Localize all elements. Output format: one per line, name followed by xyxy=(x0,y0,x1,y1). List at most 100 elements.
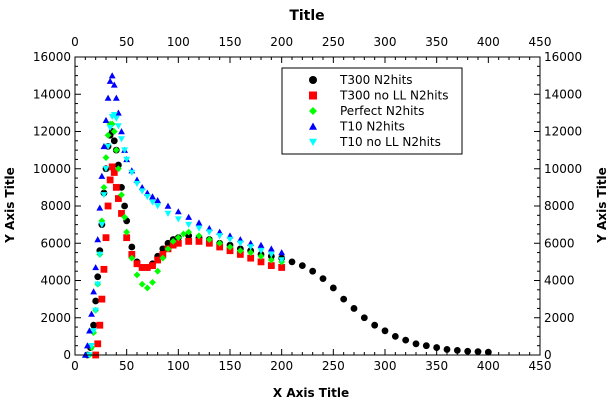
data-point xyxy=(90,328,97,335)
data-point xyxy=(174,234,182,242)
data-point xyxy=(164,210,172,217)
x-tick-label-top: 50 xyxy=(119,35,134,49)
data-point xyxy=(226,247,234,255)
data-point xyxy=(371,321,379,329)
data-point xyxy=(180,230,187,238)
data-point xyxy=(267,256,275,264)
data-point xyxy=(102,234,110,242)
legend-label: T300 N2hits xyxy=(339,73,413,87)
y-tick-label-left: 16000 xyxy=(33,50,71,64)
data-point xyxy=(94,236,102,243)
data-point xyxy=(115,195,122,202)
data-point xyxy=(185,221,193,229)
legend-label: T10 N2hits xyxy=(339,120,405,134)
data-point xyxy=(422,342,430,350)
data-point xyxy=(174,239,182,247)
data-point xyxy=(110,128,118,135)
data-point xyxy=(205,239,213,247)
data-point xyxy=(123,234,131,242)
data-point xyxy=(169,241,177,249)
x-tick-label-bottom: 200 xyxy=(270,359,293,373)
data-point xyxy=(96,204,104,211)
data-point xyxy=(267,245,275,252)
data-point xyxy=(100,183,108,191)
data-point xyxy=(90,288,97,295)
data-point xyxy=(159,245,167,253)
data-point xyxy=(267,251,275,258)
y-tick-label-right: 0 xyxy=(544,348,552,362)
data-point xyxy=(118,128,125,135)
data-point xyxy=(164,239,172,247)
series-group xyxy=(81,72,286,358)
data-point xyxy=(128,251,136,258)
data-point xyxy=(123,228,131,236)
data-point xyxy=(149,278,156,286)
data-point xyxy=(143,284,151,292)
y-tick-label-right: 12000 xyxy=(544,125,582,139)
data-point xyxy=(288,258,296,266)
data-point xyxy=(108,72,116,79)
legend-marker xyxy=(309,138,317,146)
data-point xyxy=(94,281,102,288)
data-point xyxy=(195,237,203,245)
data-point xyxy=(159,251,167,258)
x-tick-label-bottom: 250 xyxy=(322,359,345,373)
data-point xyxy=(174,216,182,223)
x-tick-label-top: 200 xyxy=(270,35,293,49)
data-point xyxy=(102,154,110,161)
x-tick-label-bottom: 300 xyxy=(374,359,397,373)
axes: 0050501001001501502002002502503003003503… xyxy=(33,35,582,373)
data-point xyxy=(149,193,156,200)
data-point xyxy=(110,169,118,176)
x-tick-label-top: 350 xyxy=(425,35,448,49)
data-point xyxy=(185,237,193,245)
data-point xyxy=(102,166,110,173)
data-point xyxy=(216,243,224,251)
y-tick-label-left: 10000 xyxy=(33,162,71,176)
plot-points xyxy=(81,72,492,359)
y-tick-label-left: 12000 xyxy=(33,125,71,139)
data-point xyxy=(96,321,104,329)
data-point xyxy=(115,123,122,130)
data-point xyxy=(92,264,100,271)
y-tick-label-right: 2000 xyxy=(544,311,575,325)
y-tick-label-right: 6000 xyxy=(544,236,575,250)
data-point xyxy=(88,342,95,350)
y-tick-label-left: 4000 xyxy=(40,274,71,288)
data-point xyxy=(118,136,125,143)
data-point xyxy=(174,208,182,215)
data-point xyxy=(98,172,106,179)
x-tick-label-bottom: 400 xyxy=(477,359,500,373)
data-point xyxy=(128,243,136,251)
data-point xyxy=(185,232,193,240)
x-tick-label-top: 250 xyxy=(322,35,345,49)
data-point xyxy=(138,264,146,271)
y-tick-label-left: 8000 xyxy=(40,199,71,213)
x-tick-label-top: 400 xyxy=(477,35,500,49)
data-point xyxy=(143,264,151,271)
data-point xyxy=(100,192,108,199)
y-tick-label-right: 4000 xyxy=(544,274,575,288)
data-point xyxy=(112,183,120,191)
data-point xyxy=(412,340,420,348)
data-point xyxy=(278,249,286,256)
legend-label: Perfect N2hits xyxy=(340,104,424,118)
x-tick-label-bottom: 100 xyxy=(167,359,190,373)
data-point xyxy=(143,193,151,201)
data-point xyxy=(92,297,100,305)
data-point xyxy=(118,210,125,217)
data-point xyxy=(104,131,112,139)
y-axis-title-left: Y Axis Title xyxy=(3,167,17,244)
data-point xyxy=(100,265,108,273)
x-tick-label-top: 0 xyxy=(71,35,79,49)
data-point xyxy=(278,257,286,264)
legend-label: T10 no LL N2hits xyxy=(339,135,441,149)
x-axis-title: X Axis Title xyxy=(273,386,349,400)
data-point xyxy=(226,243,234,251)
data-point xyxy=(128,254,136,262)
data-point xyxy=(92,307,100,314)
y-tick-label-left: 6000 xyxy=(40,236,71,250)
data-point xyxy=(154,197,162,204)
data-point xyxy=(464,347,472,355)
legend-marker xyxy=(309,76,317,84)
